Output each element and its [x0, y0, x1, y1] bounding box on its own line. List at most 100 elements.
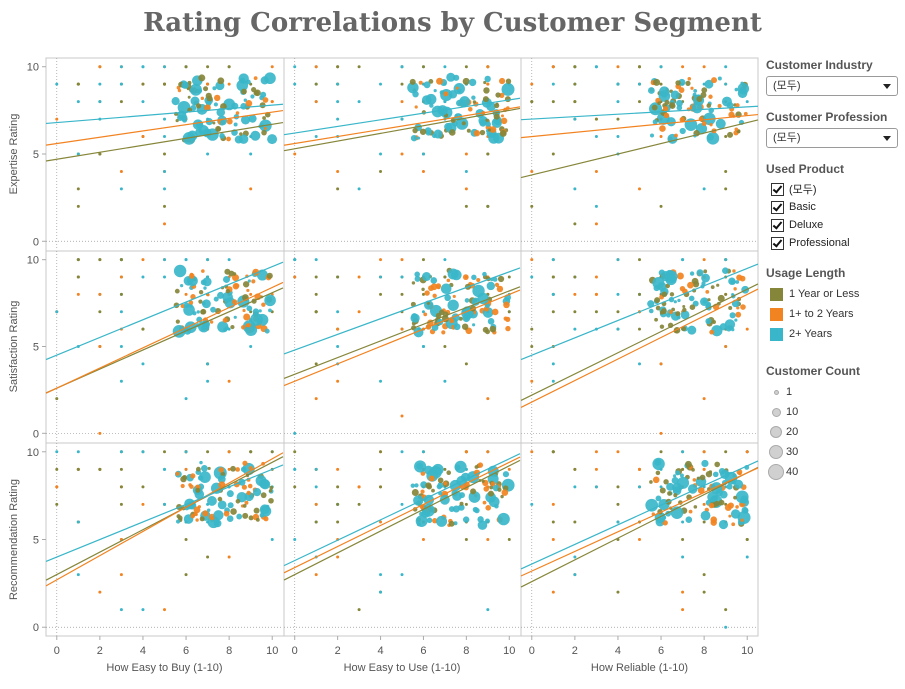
checkbox-checked-icon[interactable]	[771, 182, 784, 196]
data-point	[414, 275, 421, 282]
data-point	[119, 169, 123, 173]
data-point	[293, 275, 297, 279]
data-point	[689, 271, 695, 276]
data-point	[190, 514, 195, 519]
data-point	[216, 108, 226, 117]
data-point	[466, 128, 471, 133]
checkbox-checked-icon[interactable]	[771, 218, 784, 232]
data-point	[447, 299, 459, 311]
data-point	[717, 103, 722, 109]
data-point	[206, 293, 210, 297]
data-point	[206, 152, 210, 156]
data-point	[421, 169, 425, 173]
y-tick-label: 5	[33, 342, 39, 354]
panel-points	[530, 258, 750, 435]
data-point	[735, 280, 740, 284]
data-point	[691, 102, 703, 114]
product-option-all[interactable]: (모두)	[766, 180, 902, 198]
data-point	[707, 491, 718, 503]
data-point	[551, 258, 555, 262]
data-point	[226, 490, 234, 498]
data-point	[693, 89, 698, 93]
data-point	[243, 313, 251, 321]
data-point	[654, 297, 661, 304]
data-point	[422, 272, 432, 282]
data-point	[240, 466, 247, 473]
y-axis-label: Expertise Rating	[8, 114, 20, 195]
data-point	[210, 306, 216, 313]
data-point	[190, 473, 196, 479]
data-point	[232, 274, 240, 282]
y-axis-label: Recommendation Rating	[8, 479, 20, 600]
data-point	[616, 135, 620, 139]
data-point	[662, 106, 669, 112]
data-point	[163, 608, 166, 612]
data-point	[616, 485, 620, 489]
data-point	[653, 78, 661, 86]
panel-points	[530, 450, 751, 629]
data-point	[314, 520, 318, 524]
data-point	[498, 77, 506, 85]
data-point	[163, 258, 166, 262]
checkbox-checked-icon[interactable]	[771, 236, 784, 250]
data-point	[573, 310, 577, 314]
trend-line	[45, 261, 284, 361]
data-point	[551, 379, 555, 383]
product-option-basic[interactable]: Basic	[766, 198, 902, 216]
data-point	[731, 522, 736, 527]
data-point	[314, 573, 318, 577]
data-point	[119, 310, 123, 314]
data-point	[314, 275, 318, 279]
data-point	[248, 466, 253, 471]
data-point	[227, 502, 234, 509]
data-point	[407, 81, 419, 94]
data-point	[732, 269, 736, 273]
data-point	[421, 65, 425, 69]
data-point	[573, 275, 577, 279]
data-point	[676, 272, 684, 280]
data-point	[711, 77, 718, 84]
data-point	[670, 90, 680, 100]
color-swatch	[770, 287, 783, 301]
x-tick-label: 2	[97, 645, 103, 657]
data-point	[428, 475, 435, 482]
data-point	[238, 134, 249, 144]
data-point	[213, 296, 219, 302]
data-point	[616, 65, 620, 69]
data-point	[495, 102, 499, 106]
data-point	[98, 431, 102, 435]
data-point	[193, 511, 198, 516]
product-option-professional[interactable]: Professional	[766, 234, 902, 252]
data-point	[98, 292, 102, 296]
data-point	[411, 281, 416, 285]
size-dot-icon	[771, 407, 781, 417]
usage-legend-item[interactable]: 1+ to 2 Years	[766, 304, 902, 324]
data-point	[483, 80, 487, 85]
data-point	[416, 462, 423, 470]
data-point	[119, 485, 123, 489]
industry-dropdown[interactable]: (모두)	[766, 76, 898, 96]
data-point	[497, 275, 505, 283]
data-point	[314, 100, 318, 104]
data-point	[486, 65, 490, 69]
product-option-deluxe[interactable]: Deluxe	[766, 216, 902, 234]
data-point	[710, 285, 715, 290]
data-point	[250, 130, 261, 141]
data-point	[724, 450, 728, 454]
usage-legend-item[interactable]: 2+ Years	[766, 324, 902, 344]
data-point	[269, 485, 274, 490]
usage-legend-item[interactable]: 1 Year or Less	[766, 284, 902, 304]
data-point	[293, 450, 297, 454]
data-point	[249, 450, 253, 454]
data-point	[443, 91, 449, 97]
data-point	[651, 104, 658, 111]
checkbox-checked-icon[interactable]	[771, 200, 784, 214]
data-point	[206, 555, 210, 559]
data-point	[486, 204, 490, 208]
panel-points	[55, 450, 274, 612]
data-point	[425, 482, 432, 489]
data-point	[705, 289, 710, 294]
data-point	[55, 117, 59, 121]
data-point	[647, 87, 655, 94]
profession-dropdown[interactable]: (모두)	[766, 128, 898, 148]
